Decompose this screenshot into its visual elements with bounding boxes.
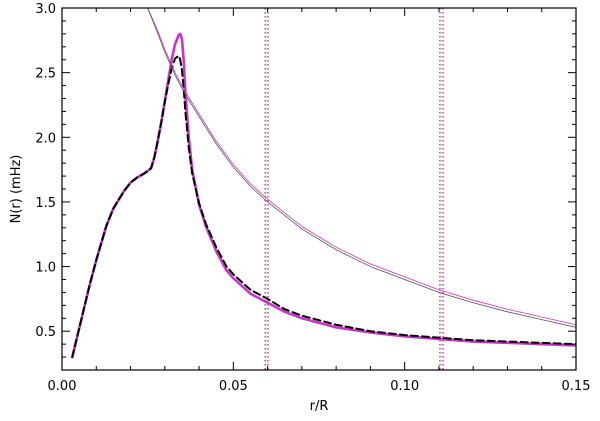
y-tick-label: 1.0 <box>35 261 56 276</box>
plot-frame <box>61 7 577 371</box>
x-tick-label: 0.05 <box>219 379 248 394</box>
y-tick-label: 1.5 <box>35 196 56 211</box>
x-tick-label: 0.00 <box>48 379 77 394</box>
series-line-1 <box>70 32 576 359</box>
y-tick-label: 0.5 <box>35 325 56 340</box>
tick-labels: 0.00 0.05 0.10 0.15 0.5 1.0 1.5 2.0 2.5 3.0 <box>35 2 590 394</box>
series-layer <box>70 8 576 359</box>
y-tick-label: 3.0 <box>35 2 56 17</box>
tick-marks <box>61 7 577 370</box>
y-axis-label: N(r) (mHz) <box>9 155 24 224</box>
x-tick-label: 0.10 <box>390 379 419 394</box>
x-tick-label: 0.15 <box>562 379 591 394</box>
series-line-4 <box>147 8 576 328</box>
y-tick-label: 2.0 <box>35 131 56 146</box>
series-line-3 <box>147 8 576 326</box>
vertical-lines <box>264 8 444 370</box>
x-axis-label: r/R <box>310 399 329 414</box>
series-line-2 <box>71 54 576 359</box>
y-tick-label: 2.5 <box>35 67 56 82</box>
